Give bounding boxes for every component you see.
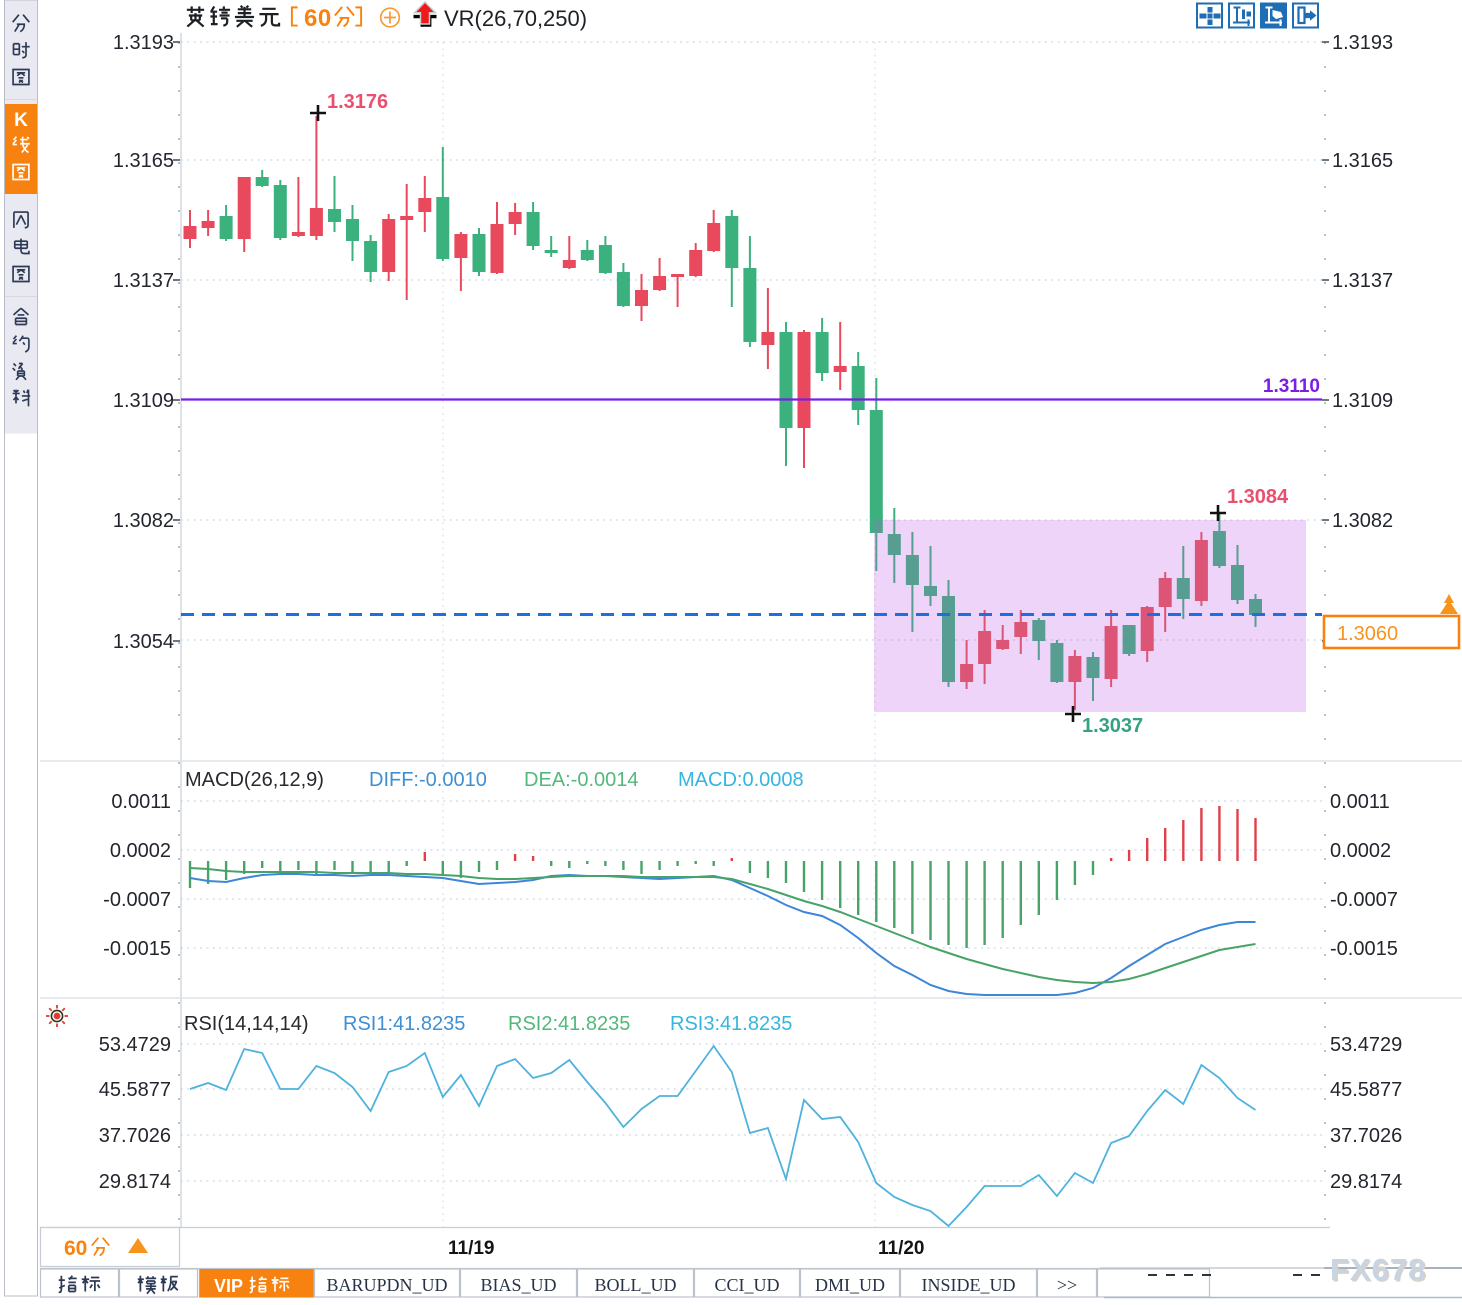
svg-text:0.0011: 0.0011: [1330, 791, 1390, 813]
svg-text:1.3193: 1.3193: [1332, 32, 1393, 54]
svg-text:1.3176: 1.3176: [327, 91, 388, 113]
svg-text:MACD(26,12,9): MACD(26,12,9): [185, 769, 324, 791]
svg-text:0.0011: 0.0011: [111, 791, 171, 813]
svg-text:1.3084: 1.3084: [1227, 486, 1289, 508]
svg-text:K: K: [14, 110, 28, 131]
svg-text:45.5877: 45.5877: [99, 1079, 171, 1101]
svg-text:1.3054: 1.3054: [113, 631, 174, 653]
svg-text:1.3137: 1.3137: [113, 270, 174, 292]
svg-text:60: 60: [304, 5, 332, 32]
svg-text:FX678: FX678: [1330, 1252, 1426, 1287]
svg-text:1.3110: 1.3110: [1263, 376, 1320, 397]
svg-text:1.3082: 1.3082: [1332, 510, 1393, 532]
svg-text:1.3165: 1.3165: [113, 150, 174, 172]
svg-text:BOLL_UD: BOLL_UD: [595, 1275, 677, 1295]
svg-text:11/20: 11/20: [878, 1238, 925, 1259]
svg-text:53.4729: 53.4729: [99, 1034, 171, 1056]
svg-text:11/19: 11/19: [448, 1238, 495, 1259]
svg-text:CCI_UD: CCI_UD: [714, 1275, 779, 1295]
svg-text:29.8174: 29.8174: [1330, 1171, 1402, 1193]
svg-text:RSI1:41.8235: RSI1:41.8235: [343, 1013, 465, 1035]
svg-text:-0.0007: -0.0007: [103, 889, 171, 911]
svg-text:RSI(14,14,14): RSI(14,14,14): [184, 1013, 309, 1035]
svg-text:VIP: VIP: [214, 1276, 243, 1296]
svg-text:MACD:0.0008: MACD:0.0008: [678, 769, 804, 791]
svg-text:29.8174: 29.8174: [99, 1171, 171, 1193]
svg-text:37.7026: 37.7026: [1330, 1125, 1402, 1147]
svg-text:1.3109: 1.3109: [113, 390, 174, 412]
svg-text:VR(26,70,250): VR(26,70,250): [444, 6, 587, 31]
svg-text:-0.0007: -0.0007: [1330, 889, 1398, 911]
svg-text:INSIDE_UD: INSIDE_UD: [922, 1275, 1016, 1295]
svg-text:1.3109: 1.3109: [1332, 390, 1393, 412]
svg-text:DEA:-0.0014: DEA:-0.0014: [524, 769, 639, 791]
svg-text:DMI_UD: DMI_UD: [815, 1275, 885, 1295]
svg-text:1.3137: 1.3137: [1332, 270, 1393, 292]
svg-text:60: 60: [64, 1237, 87, 1260]
svg-text:RSI2:41.8235: RSI2:41.8235: [508, 1013, 630, 1035]
svg-text:0.0002: 0.0002: [110, 840, 171, 862]
svg-text:0.0002: 0.0002: [1330, 840, 1391, 862]
svg-text:1.3082: 1.3082: [113, 510, 174, 532]
svg-text:BIAS_UD: BIAS_UD: [480, 1275, 556, 1295]
svg-text:DIFF:-0.0010: DIFF:-0.0010: [369, 769, 487, 791]
svg-text:FX678: FX678: [1332, 1254, 1428, 1289]
svg-text:37.7026: 37.7026: [99, 1125, 171, 1147]
svg-text:1.3060: 1.3060: [1337, 623, 1398, 645]
svg-text:RSI3:41.8235: RSI3:41.8235: [670, 1013, 792, 1035]
svg-text:1.3165: 1.3165: [1332, 150, 1393, 172]
svg-text:1.3193: 1.3193: [113, 32, 174, 54]
svg-text:-0.0015: -0.0015: [103, 938, 171, 960]
svg-text:>>: >>: [1057, 1275, 1077, 1295]
svg-text:53.4729: 53.4729: [1330, 1034, 1402, 1056]
svg-text:45.5877: 45.5877: [1330, 1079, 1402, 1101]
svg-text:BARUPDN_UD: BARUPDN_UD: [326, 1275, 447, 1295]
svg-text:-0.0015: -0.0015: [1330, 938, 1398, 960]
svg-text:1.3037: 1.3037: [1082, 715, 1143, 737]
